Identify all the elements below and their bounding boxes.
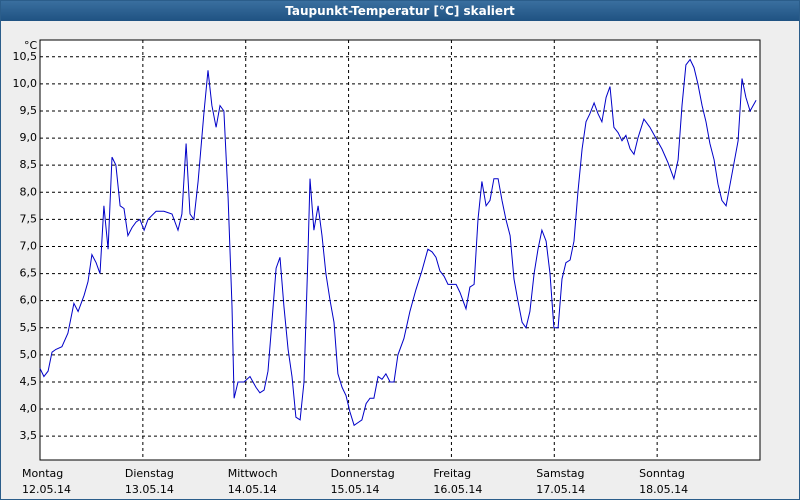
y-tick-label: 9,5 [20,104,38,117]
title-bar: Taupunkt-Temperatur [°C] skaliert [1,1,799,21]
x-tick-label: Donnerstag [331,467,395,480]
x-tick-label: Montag [22,467,63,480]
y-tick-label: 7,0 [20,239,38,252]
y-tick-label: 5,5 [20,321,38,334]
x-tick-label: Samstag [536,467,584,480]
y-tick-label: 9,0 [20,131,38,144]
y-tick-label: 3,5 [20,429,38,442]
x-tick-date: 16.05.14 [433,483,482,496]
y-tick-label: 7,5 [20,212,38,225]
data-line [39,58,757,427]
x-tick-date: 17.05.14 [536,483,585,496]
x-tick-label: Sonntag [639,467,685,480]
y-tick-label: 10,5 [13,50,38,63]
x-tick-date: 18.05.14 [639,483,688,496]
x-tick-date: 14.05.14 [228,483,277,496]
y-tick-label: 8,0 [20,185,38,198]
x-tick-label: Dienstag [125,467,174,480]
y-unit: °C [24,39,38,52]
x-tick-label: Freitag [433,467,471,480]
y-tick-label: 6,0 [20,294,38,307]
x-tick-label: Mittwoch [228,467,278,480]
y-tick-label: 8,5 [20,158,38,171]
y-tick-label: 10,0 [13,77,38,90]
plot-area [39,39,761,461]
x-tick-date: 15.05.14 [331,483,380,496]
y-tick-label: 4,0 [20,402,38,415]
y-tick-label: 6,5 [20,267,38,280]
y-tick-label: 4,5 [20,375,38,388]
x-tick-date: 13.05.14 [125,483,174,496]
x-tick-date: 12.05.14 [22,483,71,496]
y-tick-label: 5,0 [20,348,38,361]
